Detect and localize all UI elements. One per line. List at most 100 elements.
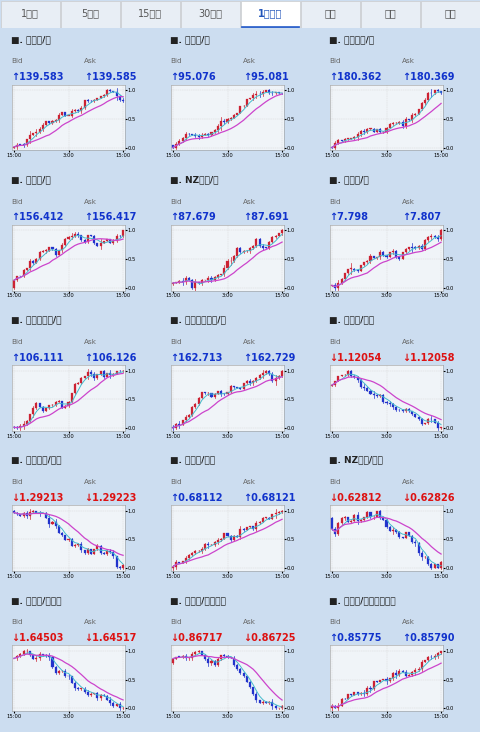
Bar xyxy=(116,704,118,706)
Bar xyxy=(252,246,254,248)
Text: ↑106.126: ↑106.126 xyxy=(84,353,136,362)
Bar xyxy=(372,129,375,132)
Bar xyxy=(255,378,257,381)
Bar xyxy=(334,143,336,148)
Bar xyxy=(424,240,426,249)
Bar xyxy=(252,687,254,695)
Bar xyxy=(207,659,209,663)
Bar xyxy=(116,370,118,374)
Text: ↑162.729: ↑162.729 xyxy=(243,353,296,362)
Text: ↓0.86725: ↓0.86725 xyxy=(243,633,296,643)
Bar xyxy=(281,706,283,709)
Text: ■. ユーロ/英ポンド: ■. ユーロ/英ポンド xyxy=(170,596,226,605)
Bar xyxy=(353,515,356,521)
Bar xyxy=(262,701,264,703)
Bar xyxy=(249,98,251,100)
Bar xyxy=(392,251,394,252)
Text: ↑162.713: ↑162.713 xyxy=(170,353,222,362)
Text: ↑0.68112: ↑0.68112 xyxy=(170,493,222,503)
Bar xyxy=(93,549,95,554)
Bar xyxy=(99,243,102,245)
Bar xyxy=(38,403,41,407)
Bar xyxy=(437,564,439,568)
Bar xyxy=(360,1,420,28)
Bar xyxy=(405,672,407,676)
Bar xyxy=(19,515,22,516)
Bar xyxy=(207,134,209,135)
Bar xyxy=(427,419,429,423)
Bar xyxy=(357,270,359,271)
Bar xyxy=(48,656,50,657)
Text: 1分足: 1分足 xyxy=(21,8,39,18)
Bar xyxy=(255,523,257,529)
Text: Bid: Bid xyxy=(170,59,181,64)
Bar xyxy=(424,100,426,103)
Bar xyxy=(408,247,410,250)
Bar xyxy=(411,673,413,675)
Bar xyxy=(379,511,381,518)
Bar xyxy=(281,370,283,376)
Bar xyxy=(32,655,34,659)
Bar xyxy=(366,129,368,132)
Bar xyxy=(376,511,378,517)
Bar xyxy=(249,248,251,251)
Bar xyxy=(38,129,41,132)
Bar xyxy=(347,694,349,699)
Bar xyxy=(363,518,365,520)
Bar xyxy=(93,236,95,243)
Bar xyxy=(236,665,238,669)
Bar xyxy=(71,539,73,546)
Bar xyxy=(58,116,60,120)
Bar xyxy=(90,550,92,554)
Bar xyxy=(418,110,420,114)
Text: Ask: Ask xyxy=(243,198,256,205)
Bar xyxy=(194,652,196,654)
Bar xyxy=(227,261,228,268)
Bar xyxy=(433,564,436,568)
Bar xyxy=(240,248,241,252)
Bar xyxy=(236,248,238,256)
Bar xyxy=(242,105,245,106)
Bar xyxy=(90,693,92,695)
Bar xyxy=(181,281,184,283)
Bar xyxy=(172,659,174,663)
Bar xyxy=(363,131,365,132)
Bar xyxy=(116,92,118,97)
Bar xyxy=(214,130,216,132)
Bar xyxy=(23,513,24,516)
Bar xyxy=(16,145,18,147)
Bar xyxy=(427,93,429,100)
Text: ↑156.412: ↑156.412 xyxy=(11,212,63,223)
Text: 15分足: 15分足 xyxy=(138,8,162,18)
Bar xyxy=(418,246,420,247)
Bar xyxy=(366,261,368,263)
Bar xyxy=(271,373,274,381)
Bar xyxy=(116,556,118,567)
Bar xyxy=(402,253,404,259)
Bar xyxy=(440,562,442,568)
Bar xyxy=(87,235,89,242)
Bar xyxy=(418,543,420,553)
Bar xyxy=(103,553,105,554)
Bar xyxy=(61,533,63,535)
Bar xyxy=(60,1,120,28)
Text: Bid: Bid xyxy=(329,198,340,205)
Text: ■. 豪ドル/円: ■. 豪ドル/円 xyxy=(170,35,210,44)
Bar xyxy=(188,277,190,280)
Bar xyxy=(96,243,98,245)
Bar xyxy=(334,529,336,534)
Bar xyxy=(51,122,53,123)
Bar xyxy=(268,518,270,519)
Bar xyxy=(48,247,50,251)
Bar xyxy=(109,700,111,703)
Text: 5分足: 5分足 xyxy=(81,8,99,18)
Bar xyxy=(48,121,50,123)
Bar xyxy=(204,392,206,393)
Text: ↑0.85775: ↑0.85775 xyxy=(329,633,381,643)
Bar xyxy=(188,555,190,558)
Bar xyxy=(64,112,66,116)
Bar xyxy=(275,378,276,381)
Bar xyxy=(252,526,254,529)
Bar xyxy=(194,282,196,288)
Bar xyxy=(45,408,47,411)
